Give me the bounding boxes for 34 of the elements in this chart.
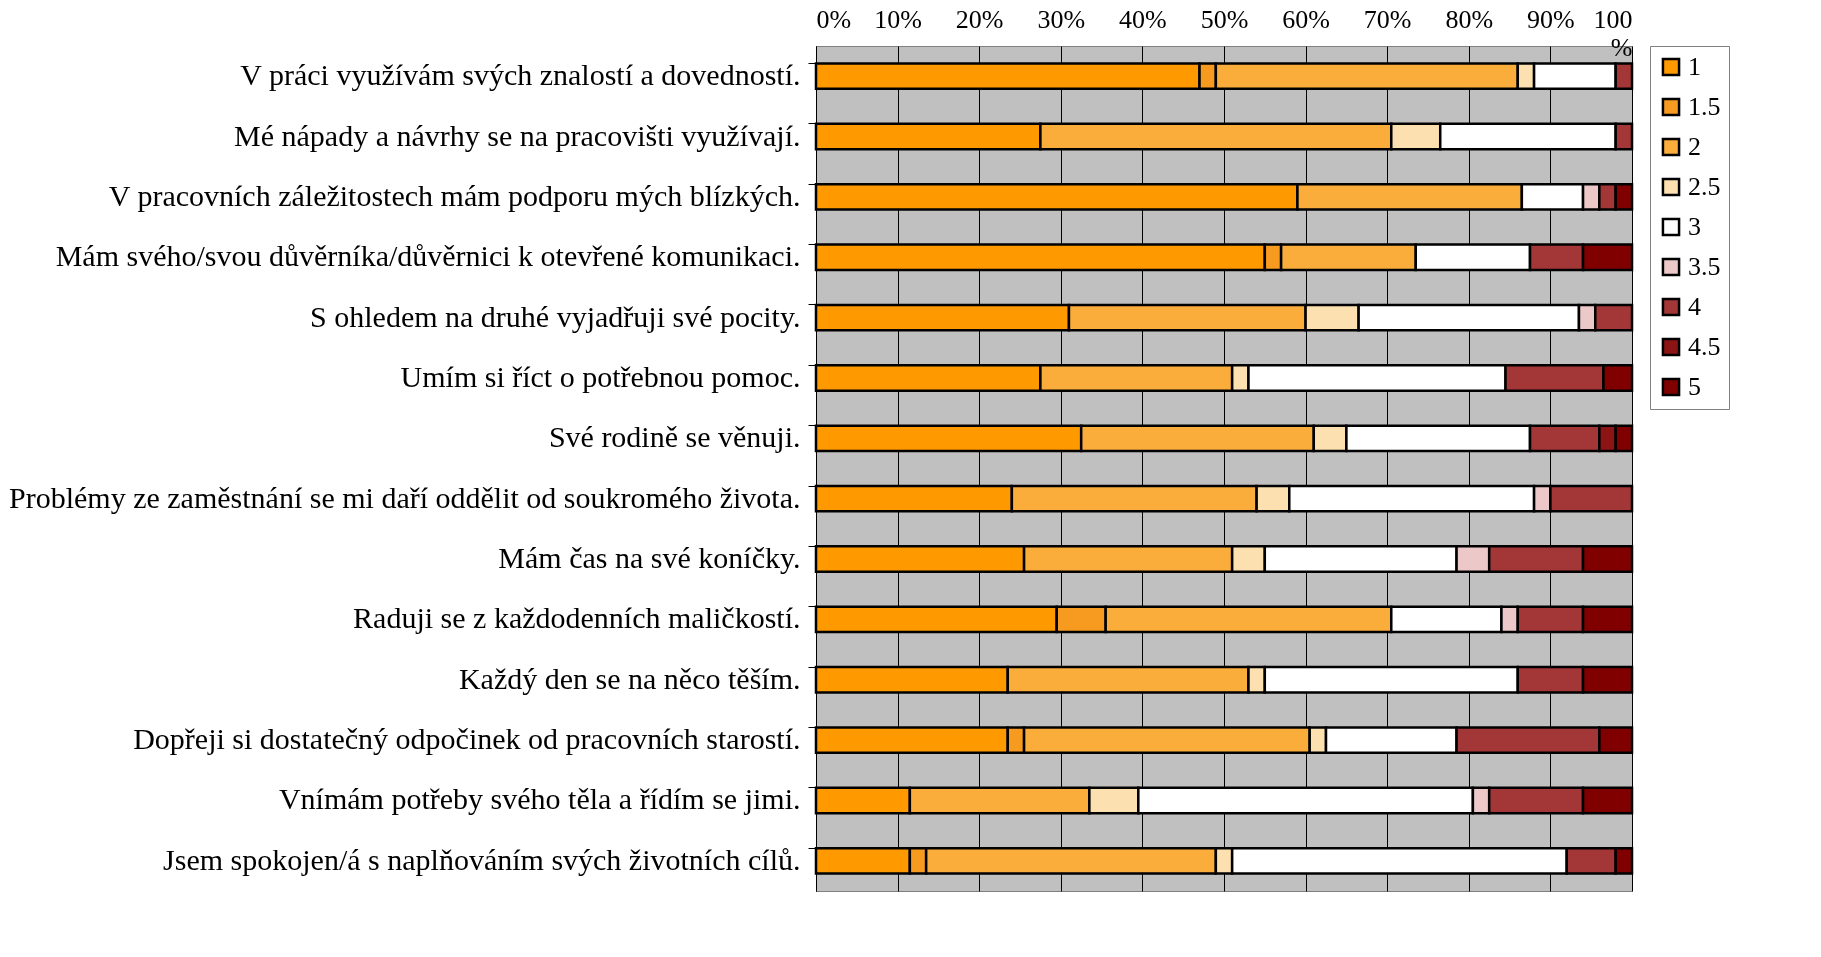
x-tick-label: 80% xyxy=(1445,4,1494,34)
legend-label: 5 xyxy=(1688,372,1701,401)
x-tick-label: 60% xyxy=(1282,4,1330,34)
y-tick-label: Problémy ze zaměstnání se mi daří oddělit od soukromého života. xyxy=(9,480,801,514)
x-tick-label: 100 % xyxy=(1593,4,1633,62)
y-tick-label: Každý den se na něco těším. xyxy=(458,661,801,695)
y-tick-label: V pracovních záležitostech mám podporu mých blízkých. xyxy=(108,178,801,212)
legend-label: 3 xyxy=(1688,212,1701,241)
x-tick-label: 70% xyxy=(1363,4,1412,34)
legend-label: 2 xyxy=(1688,132,1701,161)
y-tick-label: S ohledem na druhé vyjadřuji své pocity. xyxy=(310,299,801,333)
x-tick-label: 40% xyxy=(1119,4,1167,34)
x-tick-label: 0% xyxy=(816,4,852,34)
y-tick-label: Umím si říct o potřebnou pomoc. xyxy=(400,359,801,393)
legend-label: 1 xyxy=(1688,52,1701,81)
y-tick-label: Jsem spokojen/á s naplňováním svých životních cílů. xyxy=(163,842,801,876)
y-tick-label: Raduji se z každodenních maličkostí. xyxy=(353,601,801,635)
y-tick-label: V práci využívám svých znalostí a dovedností. xyxy=(240,58,801,92)
y-tick-label: Mám svého/svou důvěrníka/důvěrnici k otevřené komunikaci. xyxy=(55,239,801,273)
legend-label: 1.5 xyxy=(1688,92,1721,121)
x-tick-label: 20% xyxy=(955,4,1004,34)
legend-label: 4 xyxy=(1688,292,1701,321)
x-tick-label: 30% xyxy=(1037,4,1086,34)
y-tick-label: Dopřeji si dostatečný odpočinek od pracovních starostí. xyxy=(133,722,801,756)
y-tick-label: Vnímám potřeby svého těla a řídím se jimi. xyxy=(278,782,801,816)
legend-label: 3.5 xyxy=(1688,252,1721,281)
x-tick-label: 90% xyxy=(1527,4,1575,34)
y-tick-label: Své rodině se věnuji. xyxy=(548,420,801,454)
legend-label: 4.5 xyxy=(1688,332,1721,361)
x-tick-label: 10% xyxy=(874,4,922,34)
x-tick-label: 50% xyxy=(1200,4,1249,34)
legend-label: 2.5 xyxy=(1688,172,1721,201)
y-tick-label: Mé nápady a návrhy se na pracovišti využívají. xyxy=(234,118,801,152)
y-tick-label: Mám čas na své koníčky. xyxy=(498,541,801,575)
